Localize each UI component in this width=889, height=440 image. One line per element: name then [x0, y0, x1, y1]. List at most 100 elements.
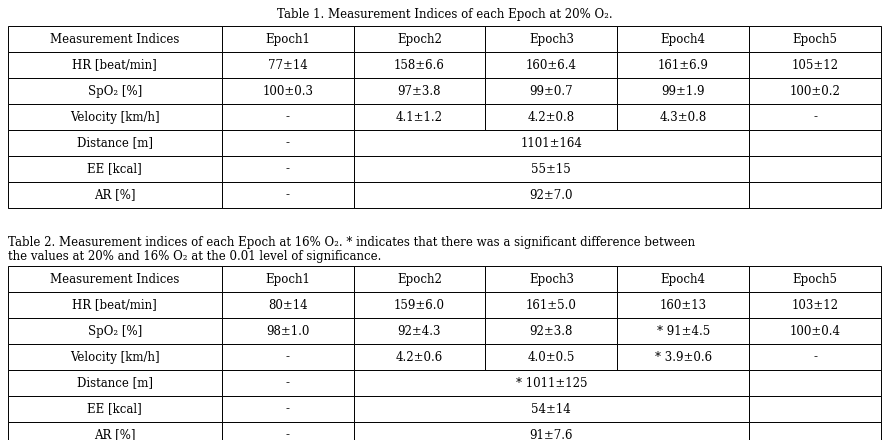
Text: 160±13: 160±13 — [660, 298, 707, 312]
Text: 77±14: 77±14 — [268, 59, 308, 72]
Text: -: - — [285, 351, 290, 363]
Text: 99±1.9: 99±1.9 — [661, 84, 705, 98]
Bar — [749, 396, 881, 422]
Text: -: - — [285, 136, 290, 150]
Text: Velocity [km/h]: Velocity [km/h] — [70, 351, 160, 363]
Bar — [8, 396, 221, 422]
Text: 4.2±0.8: 4.2±0.8 — [528, 110, 575, 124]
Bar — [617, 26, 749, 52]
Text: Epoch3: Epoch3 — [529, 272, 574, 286]
Bar — [354, 292, 485, 318]
Bar — [8, 182, 221, 208]
Text: AR [%]: AR [%] — [94, 429, 136, 440]
Text: 158±6.6: 158±6.6 — [394, 59, 444, 72]
Bar — [485, 52, 617, 78]
Bar — [485, 104, 617, 130]
Text: Epoch1: Epoch1 — [265, 272, 310, 286]
Bar — [354, 78, 485, 104]
Text: 4.3±0.8: 4.3±0.8 — [660, 110, 707, 124]
Bar — [221, 292, 354, 318]
Bar — [354, 396, 749, 422]
Bar — [8, 78, 221, 104]
Bar — [221, 396, 354, 422]
Bar — [354, 344, 485, 370]
Bar — [749, 156, 881, 182]
Text: -: - — [285, 403, 290, 415]
Text: -: - — [813, 351, 817, 363]
Bar — [8, 266, 221, 292]
Bar — [8, 318, 221, 344]
Bar — [221, 422, 354, 440]
Text: * 91±4.5: * 91±4.5 — [657, 325, 709, 337]
Bar — [617, 104, 749, 130]
Bar — [354, 422, 749, 440]
Bar — [749, 344, 881, 370]
Bar — [354, 52, 485, 78]
Bar — [485, 292, 617, 318]
Bar — [354, 104, 485, 130]
Bar — [8, 156, 221, 182]
Text: -: - — [285, 162, 290, 176]
Bar — [221, 52, 354, 78]
Bar — [221, 344, 354, 370]
Bar — [749, 26, 881, 52]
Text: Velocity [km/h]: Velocity [km/h] — [70, 110, 160, 124]
Bar — [485, 344, 617, 370]
Bar — [221, 182, 354, 208]
Text: 100±0.4: 100±0.4 — [789, 325, 841, 337]
Text: Epoch4: Epoch4 — [661, 33, 706, 45]
Bar — [221, 130, 354, 156]
Bar — [354, 130, 749, 156]
Bar — [749, 52, 881, 78]
Bar — [8, 26, 221, 52]
Bar — [221, 370, 354, 396]
Bar — [617, 344, 749, 370]
Bar — [8, 344, 221, 370]
Bar — [221, 156, 354, 182]
Bar — [485, 266, 617, 292]
Text: Measurement Indices: Measurement Indices — [50, 272, 180, 286]
Bar — [354, 318, 485, 344]
Text: 160±6.4: 160±6.4 — [526, 59, 577, 72]
Bar — [749, 104, 881, 130]
Bar — [354, 26, 485, 52]
Text: 91±7.6: 91±7.6 — [530, 429, 573, 440]
Bar — [221, 266, 354, 292]
Bar — [354, 182, 749, 208]
Text: Epoch2: Epoch2 — [397, 33, 442, 45]
Bar — [8, 422, 221, 440]
Text: Epoch2: Epoch2 — [397, 272, 442, 286]
Bar — [221, 104, 354, 130]
Text: SpO₂ [%]: SpO₂ [%] — [88, 84, 142, 98]
Text: SpO₂ [%]: SpO₂ [%] — [88, 325, 142, 337]
Text: * 3.9±0.6: * 3.9±0.6 — [654, 351, 712, 363]
Bar — [617, 52, 749, 78]
Text: 103±12: 103±12 — [791, 298, 838, 312]
Text: Epoch3: Epoch3 — [529, 33, 574, 45]
Bar — [617, 292, 749, 318]
Text: 4.2±0.6: 4.2±0.6 — [396, 351, 443, 363]
Bar — [749, 266, 881, 292]
Text: 159±6.0: 159±6.0 — [394, 298, 445, 312]
Bar — [354, 266, 485, 292]
Text: 4.0±0.5: 4.0±0.5 — [528, 351, 575, 363]
Text: 1101±164: 1101±164 — [520, 136, 582, 150]
Bar — [749, 78, 881, 104]
Text: 92±7.0: 92±7.0 — [530, 188, 573, 202]
Bar — [749, 182, 881, 208]
Text: 92±4.3: 92±4.3 — [397, 325, 441, 337]
Text: Distance [m]: Distance [m] — [76, 377, 153, 389]
Text: EE [kcal]: EE [kcal] — [87, 403, 142, 415]
Text: -: - — [813, 110, 817, 124]
Bar — [354, 156, 749, 182]
Text: Epoch1: Epoch1 — [265, 33, 310, 45]
Text: 99±0.7: 99±0.7 — [530, 84, 573, 98]
Text: 100±0.2: 100±0.2 — [789, 84, 840, 98]
Bar — [485, 318, 617, 344]
Text: Epoch5: Epoch5 — [793, 272, 837, 286]
Text: Table 2. Measurement indices of each Epoch at 16% O₂. * indicates that there was: Table 2. Measurement indices of each Epo… — [8, 236, 695, 249]
Text: HR [beat/min]: HR [beat/min] — [73, 298, 157, 312]
Text: -: - — [285, 188, 290, 202]
Text: -: - — [285, 110, 290, 124]
Bar — [749, 370, 881, 396]
